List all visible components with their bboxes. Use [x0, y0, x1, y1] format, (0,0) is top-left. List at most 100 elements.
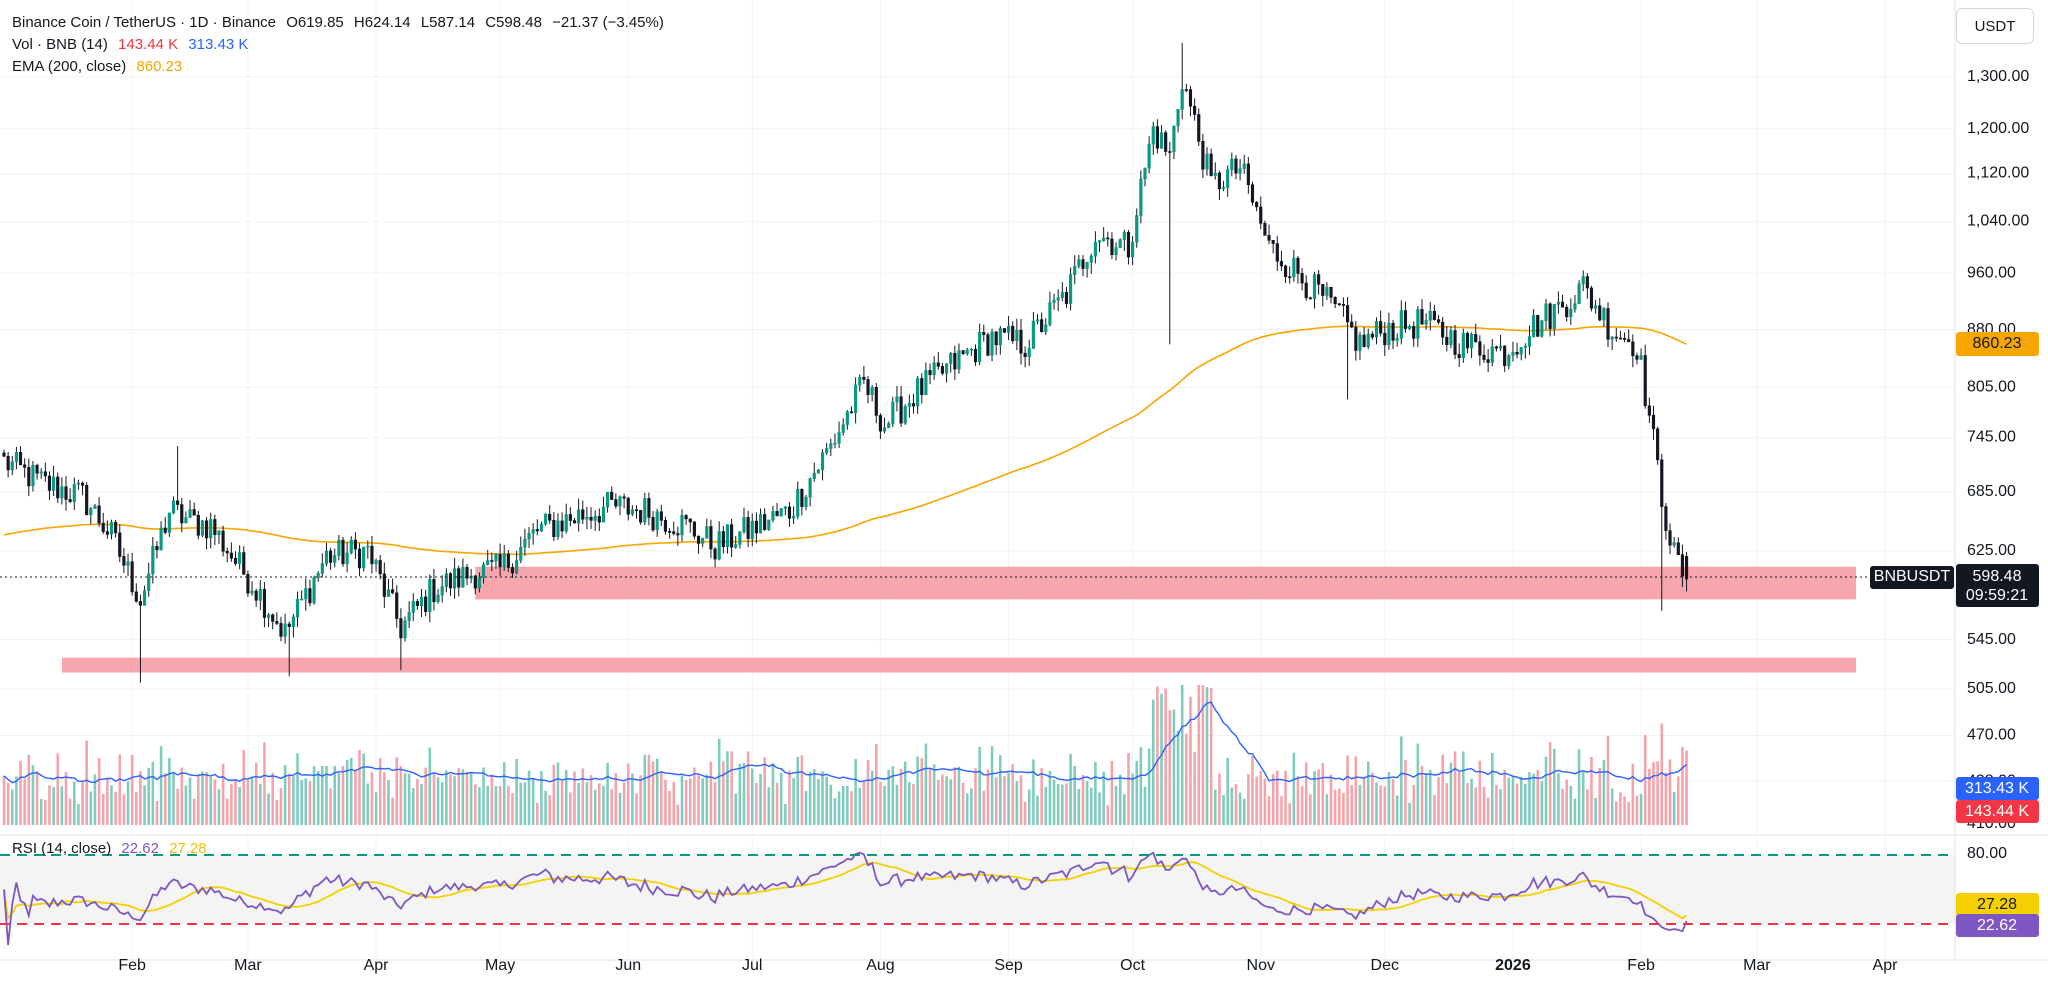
volume-bar — [899, 768, 903, 825]
volume-bar — [1424, 772, 1428, 825]
candle — [258, 580, 262, 611]
rsi-path[interactable] — [3, 851, 1688, 946]
candle — [1486, 349, 1490, 373]
symbol-legend[interactable]: Binance Coin / TetherUS · 1D · Binance O… — [12, 14, 670, 31]
price-axis[interactable]: 1,300.001,200.001,120.001,040.00960.0088… — [1967, 68, 2029, 832]
volume-bar — [85, 740, 88, 825]
volume-bar — [155, 801, 159, 825]
candle — [585, 506, 589, 530]
volume-bar — [453, 776, 456, 825]
volume-bar — [928, 769, 932, 825]
candle — [163, 517, 167, 535]
currency-selector[interactable]: USDT — [1956, 8, 2034, 44]
volume-bar — [1495, 784, 1498, 825]
volume-bar — [416, 778, 419, 825]
volume-label[interactable]: Vol · BNB (14) — [12, 36, 108, 53]
support-zone[interactable] — [61, 657, 1857, 673]
candle — [440, 575, 444, 603]
volume-bar — [726, 751, 729, 825]
candle — [1391, 319, 1395, 350]
volume-bar — [1581, 771, 1585, 825]
candle — [60, 477, 64, 505]
volume-bar — [44, 799, 47, 825]
svg-text:143.44 K: 143.44 K — [1965, 803, 2029, 820]
ema-legend[interactable]: EMA (200, close) 860.23 — [12, 58, 188, 75]
candle — [870, 384, 874, 402]
candle — [841, 418, 845, 436]
candle — [1002, 328, 1007, 333]
volume-bar — [1569, 785, 1573, 825]
candle — [622, 493, 626, 509]
candle — [1478, 335, 1482, 366]
candle — [1507, 353, 1511, 370]
candle — [1255, 201, 1259, 212]
candle — [705, 518, 709, 539]
volume-bar — [259, 783, 262, 825]
volume-bar — [1143, 786, 1147, 825]
candle — [510, 563, 515, 578]
time-axis[interactable]: Feb Mar Apr May Jun Jul Aug Sep Oct Nov Dec 2026 Feb… — [118, 957, 1898, 974]
volume-ma-path[interactable] — [3, 701, 1688, 784]
volume-bar — [937, 779, 940, 825]
price-tick-label: 685.00 — [1967, 483, 2016, 500]
candle — [982, 324, 986, 342]
volume-bar — [614, 772, 618, 825]
candle — [779, 508, 783, 517]
volume-bar — [610, 789, 613, 825]
volume-bar — [693, 767, 696, 825]
candle — [953, 345, 957, 380]
volume-bar — [511, 793, 514, 825]
candle — [155, 540, 159, 559]
rsi-ma-path[interactable] — [3, 861, 1688, 921]
candle — [188, 499, 192, 518]
candle — [490, 552, 494, 572]
candle — [1201, 133, 1205, 179]
candle — [792, 506, 796, 525]
candle — [341, 536, 345, 567]
volume-bar — [717, 738, 721, 825]
ema-value: 860.23 — [136, 58, 183, 75]
candle — [1660, 453, 1664, 611]
volume-bar — [1544, 756, 1548, 825]
volume-bar — [35, 771, 39, 825]
volume-bar — [122, 794, 126, 825]
symbol-title[interactable]: Binance Coin / TetherUS · 1D · Binance — [12, 14, 277, 31]
volume-bar — [1536, 770, 1540, 825]
volume-bar — [271, 772, 274, 825]
candle — [1056, 289, 1060, 312]
support-zone[interactable] — [475, 566, 1857, 600]
candle — [1672, 537, 1676, 548]
candle — [1052, 293, 1056, 310]
candle — [506, 550, 510, 572]
candle — [882, 417, 887, 434]
volume-bar — [263, 742, 266, 825]
volume-bar — [19, 760, 22, 825]
volume-bar — [858, 787, 862, 825]
candle — [1432, 304, 1436, 321]
volume-bar — [970, 788, 973, 825]
candle — [72, 477, 76, 511]
volume-bar — [821, 771, 824, 825]
candle — [911, 393, 916, 414]
time-tick-label: Mar — [234, 957, 262, 974]
volume-bar — [1350, 785, 1353, 825]
ema-label[interactable]: EMA (200, close) — [12, 58, 127, 75]
volume-bar — [292, 776, 295, 825]
candle — [308, 579, 312, 607]
rsi-legend[interactable]: RSI (14, close) 22.62 27.28 — [12, 840, 213, 857]
volume-bar — [420, 784, 423, 825]
volume-bar — [1048, 771, 1052, 825]
rsi-label[interactable]: RSI (14, close) — [12, 840, 112, 857]
volume-bar — [953, 767, 957, 825]
volume-bar — [1238, 792, 1242, 825]
svg-text:313.43 K: 313.43 K — [1965, 780, 2029, 797]
candle — [1589, 285, 1594, 312]
volume-bar — [1147, 748, 1151, 825]
candle — [605, 491, 610, 513]
candle — [1122, 229, 1126, 251]
volume-bar — [168, 757, 171, 825]
candle — [1312, 271, 1317, 309]
volume-legend[interactable]: Vol · BNB (14) 143.44 K 313.43 K — [12, 36, 254, 53]
candle — [626, 496, 630, 521]
